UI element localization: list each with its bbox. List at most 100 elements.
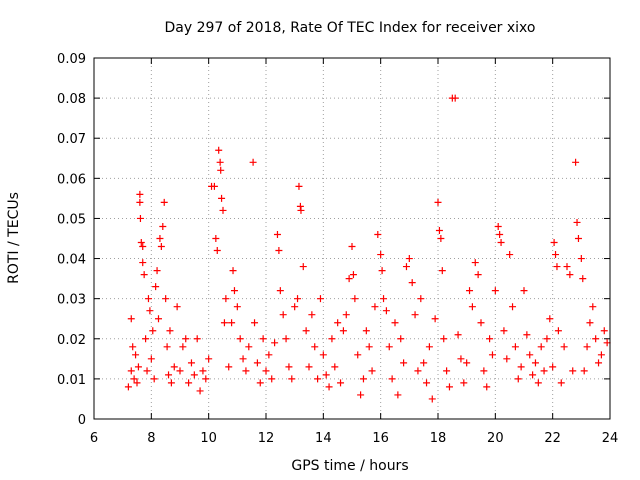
data-point	[205, 355, 213, 363]
data-point	[328, 335, 336, 343]
data-point	[577, 255, 585, 263]
data-point	[480, 367, 488, 375]
data-point	[438, 267, 446, 275]
data-point	[297, 206, 305, 214]
data-point	[394, 391, 402, 399]
data-point	[127, 315, 135, 323]
data-point	[345, 275, 353, 283]
data-point	[477, 319, 485, 327]
data-point	[500, 327, 508, 335]
data-point	[400, 359, 408, 367]
data-point	[152, 283, 160, 291]
data-point	[236, 335, 244, 343]
data-point	[167, 379, 175, 387]
x-tick-label: 6	[90, 431, 98, 446]
data-point	[531, 359, 539, 367]
y-axis-label: ROTI / TECUs	[6, 192, 22, 284]
data-point	[554, 327, 562, 335]
data-point	[136, 198, 144, 206]
x-axis-label: GPS time / hours	[291, 458, 408, 474]
data-point	[275, 247, 283, 255]
data-point	[268, 375, 276, 383]
data-point	[497, 239, 505, 247]
data-point	[129, 343, 137, 351]
data-point	[540, 367, 548, 375]
data-point	[457, 355, 465, 363]
y-tick-label: 0	[78, 413, 86, 428]
data-point	[302, 327, 310, 335]
data-point	[136, 214, 144, 222]
data-point	[573, 218, 581, 226]
data-point	[285, 363, 293, 371]
data-point	[146, 307, 154, 315]
y-tick-label: 0.01	[57, 373, 86, 388]
data-point	[414, 367, 422, 375]
data-point	[127, 367, 135, 375]
plot-frame	[93, 57, 611, 420]
data-point	[378, 267, 386, 275]
data-point	[133, 379, 141, 387]
data-point	[496, 230, 504, 238]
data-point	[199, 367, 207, 375]
data-point	[600, 327, 608, 335]
data-point	[166, 327, 174, 335]
data-point	[365, 343, 373, 351]
data-point	[130, 375, 138, 383]
data-point	[215, 146, 223, 154]
data-point	[368, 367, 376, 375]
data-point	[402, 263, 410, 271]
x-tick-label: 16	[372, 431, 389, 446]
data-point	[471, 259, 479, 267]
x-tick-label: 14	[315, 431, 332, 446]
data-point	[451, 94, 459, 102]
data-point	[176, 367, 184, 375]
data-point	[550, 239, 558, 247]
data-point	[139, 243, 147, 251]
data-point	[595, 359, 603, 367]
data-point	[150, 375, 158, 383]
data-point	[239, 355, 247, 363]
data-point	[213, 247, 221, 255]
data-point	[222, 295, 230, 303]
data-point	[374, 230, 382, 238]
y-tick-label: 0.09	[57, 52, 86, 67]
data-point	[385, 343, 393, 351]
data-point	[163, 343, 171, 351]
data-point	[159, 222, 167, 230]
data-point	[546, 315, 554, 323]
data-point	[509, 303, 517, 311]
data-point	[425, 343, 433, 351]
data-point	[486, 335, 494, 343]
data-point	[517, 363, 525, 371]
data-point	[586, 319, 594, 327]
data-point	[354, 351, 362, 359]
data-point	[190, 371, 198, 379]
data-point	[143, 367, 151, 375]
data-point	[468, 303, 476, 311]
y-tick-label: 0.02	[57, 333, 86, 348]
data-point	[314, 375, 322, 383]
data-point	[583, 343, 591, 351]
data-point	[279, 311, 287, 319]
data-point	[437, 235, 445, 242]
data-point	[566, 271, 574, 279]
data-point	[253, 359, 261, 367]
data-point	[408, 279, 416, 287]
x-tick-label: 22	[544, 431, 561, 446]
data-point	[149, 327, 157, 335]
data-point	[294, 295, 302, 303]
data-points	[124, 94, 611, 403]
data-point	[291, 303, 299, 311]
data-point	[523, 331, 531, 339]
data-point	[534, 379, 542, 387]
data-point	[428, 395, 436, 403]
data-point	[331, 363, 339, 371]
data-point	[276, 287, 284, 295]
data-point	[265, 351, 273, 359]
data-point	[140, 271, 148, 279]
data-point	[334, 319, 342, 327]
x-tick-labels: 6 8 10 12 14 16 18 20 22 24	[90, 431, 618, 446]
data-point	[543, 335, 551, 343]
